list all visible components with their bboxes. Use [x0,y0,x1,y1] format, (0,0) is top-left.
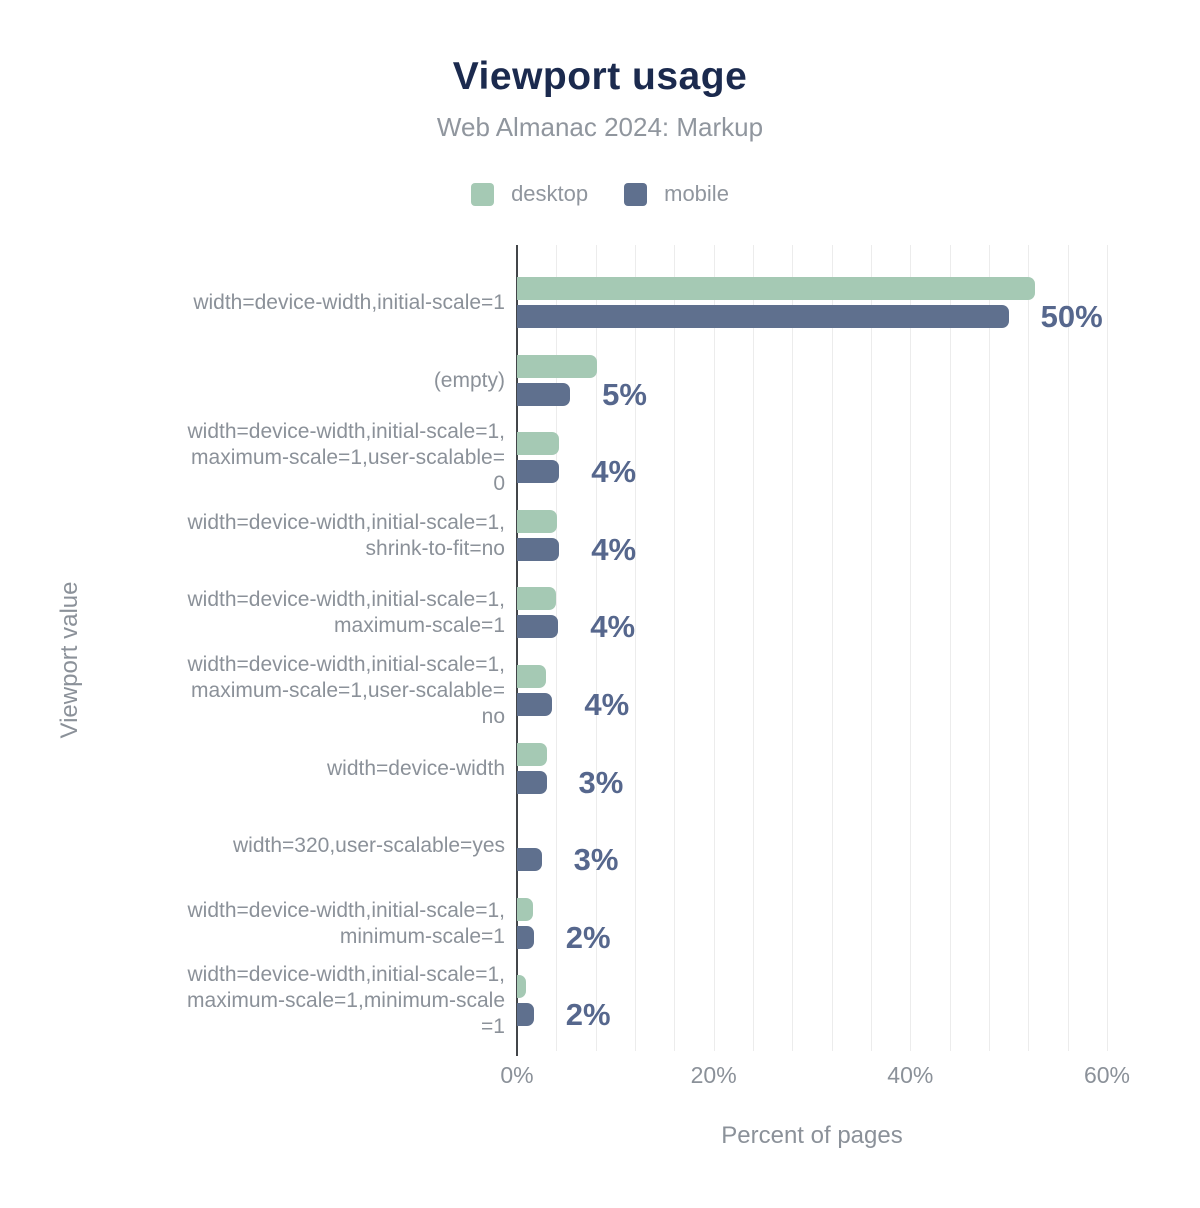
value-label: 4% [590,609,636,645]
desktop-bar[interactable] [517,897,533,921]
y-axis-title: Viewport value [56,581,83,739]
value-label: 4% [591,454,637,490]
category-label: width=device-width,initial-scale=1 [193,291,505,314]
category-label: width=device-width,initial-scale=1, maxi… [187,420,506,496]
desktop-bar[interactable] [517,354,597,378]
category-label: width=device-width,initial-scale=1, shri… [187,510,506,560]
desktop-bar[interactable] [517,277,1036,300]
value-label: 2% [565,919,611,955]
x-tick-label: 20% [690,1062,737,1088]
bar-row: width=320,user-scalable=yes 3% [0,807,1200,885]
mobile-bar[interactable] [517,382,571,406]
legend-label: mobile [664,181,729,206]
category-label: width=device-width,initial-scale=1, mini… [187,898,506,948]
bar-row: width=device-width,initial-scale=1, maxi… [0,419,1200,497]
value-label: 3% [578,764,624,800]
bar-row: width=device-width,initial-scale=1, maxi… [0,574,1200,652]
mobile-bar[interactable] [517,925,534,949]
mobile-bar[interactable] [517,537,560,561]
mobile-bar[interactable] [517,460,560,484]
desktop-bar[interactable] [517,665,546,688]
value-label: 5% [602,376,647,412]
x-tick-label: 0% [500,1062,534,1088]
mobile-bar[interactable] [517,848,542,872]
desktop-bar[interactable] [517,975,526,999]
value-label: 50% [1040,299,1103,334]
bar-rows: width=device-width,initial-scale=1 50% (em… [0,245,1200,1051]
value-label: 4% [584,687,630,722]
mobile-swatch-icon [624,182,648,206]
x-axis-title: Percent of pages [721,1122,903,1149]
bar-row: width=device-width,initial-scale=1, shri… [0,497,1200,575]
value-label: 4% [591,531,637,567]
mobile-bar[interactable] [517,615,559,639]
category-label: width=device-width,initial-scale=1, maxi… [187,588,506,638]
desktop-swatch-icon [471,182,495,206]
x-tick-label: 60% [1083,1062,1131,1088]
mobile-bar[interactable] [517,770,547,794]
mobile-bar[interactable] [517,305,1009,328]
legend-label: desktop [511,181,589,206]
desktop-bar[interactable] [517,587,557,611]
bar-row: width=device-width,initial-scale=1, mini… [0,885,1200,963]
legend-item-mobile[interactable]: mobile [624,181,729,207]
mobile-bar[interactable] [517,1003,534,1027]
category-label: width=device-width,initial-scale=1, maxi… [187,653,506,728]
desktop-bar[interactable] [517,742,547,766]
desktop-bar[interactable] [517,509,558,533]
bar-row: width=device-width,initial-scale=1 50% [0,264,1200,342]
category-label: width=device-width [326,756,505,780]
chart-subtitle: Web Almanac 2024: Markup [436,112,764,142]
legend-item-desktop[interactable]: desktop [471,181,588,207]
category-label: (empty) [433,368,505,392]
value-label: 2% [565,997,611,1033]
bar-row: width=device-width,initial-scale=1, maxi… [0,652,1200,730]
category-label: width=device-width,initial-scale=1, maxi… [187,963,505,1039]
bar-row: width=device-width,initial-scale=1, maxi… [0,962,1200,1040]
bar-row: width=device-width 3% [0,730,1200,808]
legend: desktop mobile [0,181,1200,207]
category-label: width=320,user-scalable=yes [233,834,505,858]
mobile-bar[interactable] [517,693,553,716]
value-label: 3% [573,842,619,878]
bar-row: (empty) 5% [0,342,1200,420]
desktop-bar[interactable] [517,432,560,456]
x-tick-label: 40% [887,1062,934,1088]
chart-title: Viewport usage [452,55,748,98]
